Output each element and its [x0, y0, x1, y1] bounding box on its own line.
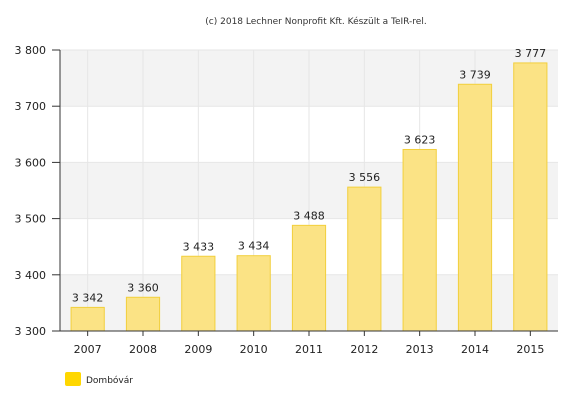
x-tick-label-2014: 2014 — [461, 343, 489, 356]
y-tick-label: 3 800 — [15, 44, 47, 57]
bars — [70, 62, 548, 332]
x-tick-label-2008: 2008 — [129, 343, 157, 356]
x-tick-label-2010: 2010 — [240, 343, 268, 356]
bar-2008[interactable] — [125, 296, 161, 332]
bar-2013[interactable] — [402, 148, 437, 332]
bar-2012[interactable] — [347, 186, 382, 332]
bar-2007[interactable] — [70, 306, 105, 332]
legend-swatch-dombovar[interactable] — [65, 372, 81, 386]
data-label-2009: 3 433 — [183, 240, 215, 253]
bar-2015[interactable] — [513, 62, 548, 332]
legend-label-dombovar[interactable]: Dombóvár — [86, 375, 133, 386]
bar-2010[interactable] — [236, 255, 271, 332]
bar-2009[interactable] — [181, 255, 216, 332]
data-label-2013: 3 623 — [404, 133, 436, 146]
axes: 3 300 3 400 3 500 3 600 3 700 3 800 2007 2008 20… — [15, 44, 558, 356]
y-tick-label: 3 500 — [15, 213, 47, 226]
data-label-2010: 3 434 — [238, 240, 270, 253]
x-tick-label-2011: 2011 — [295, 343, 323, 356]
x-tick-label-2009: 2009 — [184, 343, 212, 356]
x-tick-label-2015: 2015 — [516, 343, 544, 356]
y-tick-label: 3 300 — [15, 325, 47, 338]
x-tick-label-2007: 2007 — [74, 343, 102, 356]
legend[interactable]: Dombóvár — [65, 372, 133, 386]
data-label-2012: 3 556 — [349, 171, 381, 184]
x-tick-label-2012: 2012 — [350, 343, 378, 356]
y-tick-label: 3 600 — [15, 156, 47, 169]
bar-2011[interactable] — [291, 224, 327, 332]
data-labels: 3 342 3 360 3 433 3 434 3 488 3 556 3 623 3 739… — [72, 47, 546, 304]
x-tick-label-2013: 2013 — [406, 343, 434, 356]
bar-2014[interactable] — [457, 83, 493, 332]
y-tick-label: 3 700 — [15, 100, 47, 113]
data-label-2011: 3 488 — [293, 209, 325, 222]
data-label-2014: 3 739 — [459, 68, 491, 81]
y-tick-label: 3 400 — [15, 269, 47, 282]
data-label-2015: 3 777 — [515, 47, 547, 60]
data-label-2008: 3 360 — [127, 281, 159, 294]
chart-credit: (c) 2018 Lechner Nonprofit Kft. Készült … — [205, 16, 426, 27]
data-label-2007: 3 342 — [72, 291, 104, 304]
